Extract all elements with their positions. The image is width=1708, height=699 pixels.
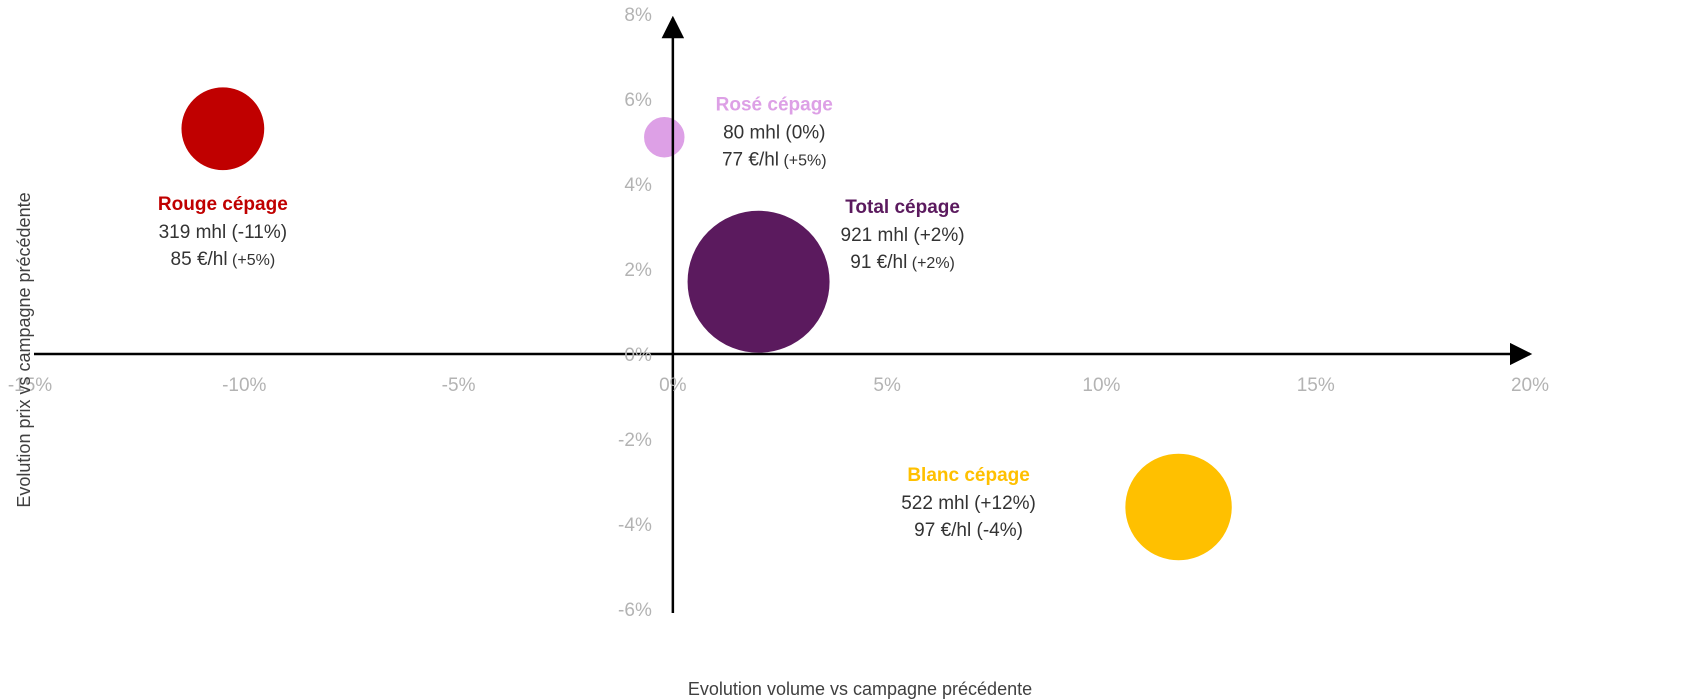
label-title-blanc-cepage: Blanc cépage [907, 465, 1030, 486]
label-title-rouge-cepage: Rouge cépage [158, 194, 288, 215]
y-axis-title: Evolution prix vs campagne précédente [14, 192, 34, 507]
bubble-rouge-cepage [179, 85, 267, 173]
label-title-rose-cepage: Rosé cépage [716, 94, 833, 115]
bubble-rose-cepage [642, 115, 687, 160]
x-tick-label: -10% [222, 375, 266, 396]
axes-layer [34, 15, 1533, 613]
tick-labels-layer: -15% -10% -5% 0% 5% 10% 15% 20% 8% 6% 4% 2% 0% -2% -4%… [8, 5, 1549, 621]
y-tick-label: 0% [624, 345, 652, 366]
y-tick-label: 8% [624, 5, 652, 26]
label-volume-rose-cepage: 80 mhl (0%) [723, 122, 825, 143]
y-tick-label: 6% [624, 90, 652, 111]
x-tick-label: 15% [1297, 375, 1335, 396]
x-tick-label: 10% [1082, 375, 1120, 396]
x-tick-label: -5% [442, 375, 476, 396]
label-volume-blanc-cepage: 522 mhl (+12%) [901, 493, 1036, 514]
label-price-blanc-cepage: 97 €/hl (-4%) [914, 520, 1023, 541]
bubble-total-cepage [685, 208, 832, 355]
y-tick-label: -2% [618, 430, 652, 451]
y-tick-label: -4% [618, 515, 652, 536]
x-axis-title: Evolution volume vs campagne précédente [688, 679, 1032, 699]
label-price-rose-cepage: 77 €/hl (+5%) [722, 149, 827, 170]
label-title-total-cepage: Total cépage [845, 197, 960, 218]
label-volume-rouge-cepage: 319 mhl (-11%) [159, 222, 287, 243]
x-tick-label: 5% [873, 375, 901, 396]
label-price-rouge-cepage: 85 €/hl (+5%) [171, 249, 276, 270]
y-tick-label: -6% [618, 600, 652, 621]
bubble-labels-layer: Rouge cépage 319 mhl (-11%) 85 €/hl (+5%) R… [158, 94, 1036, 541]
label-price-total-cepage: 91 €/hl (+2%) [850, 252, 955, 273]
y-tick-label: 2% [624, 260, 652, 281]
x-tick-label: -15% [8, 375, 52, 396]
x-tick-label: 0% [659, 375, 687, 396]
x-tick-label: 20% [1511, 375, 1549, 396]
y-tick-label: 4% [624, 175, 652, 196]
bubble-blanc-cepage [1123, 451, 1234, 563]
bubbles-layer [179, 85, 1234, 563]
label-volume-total-cepage: 921 mhl (+2%) [841, 225, 965, 246]
